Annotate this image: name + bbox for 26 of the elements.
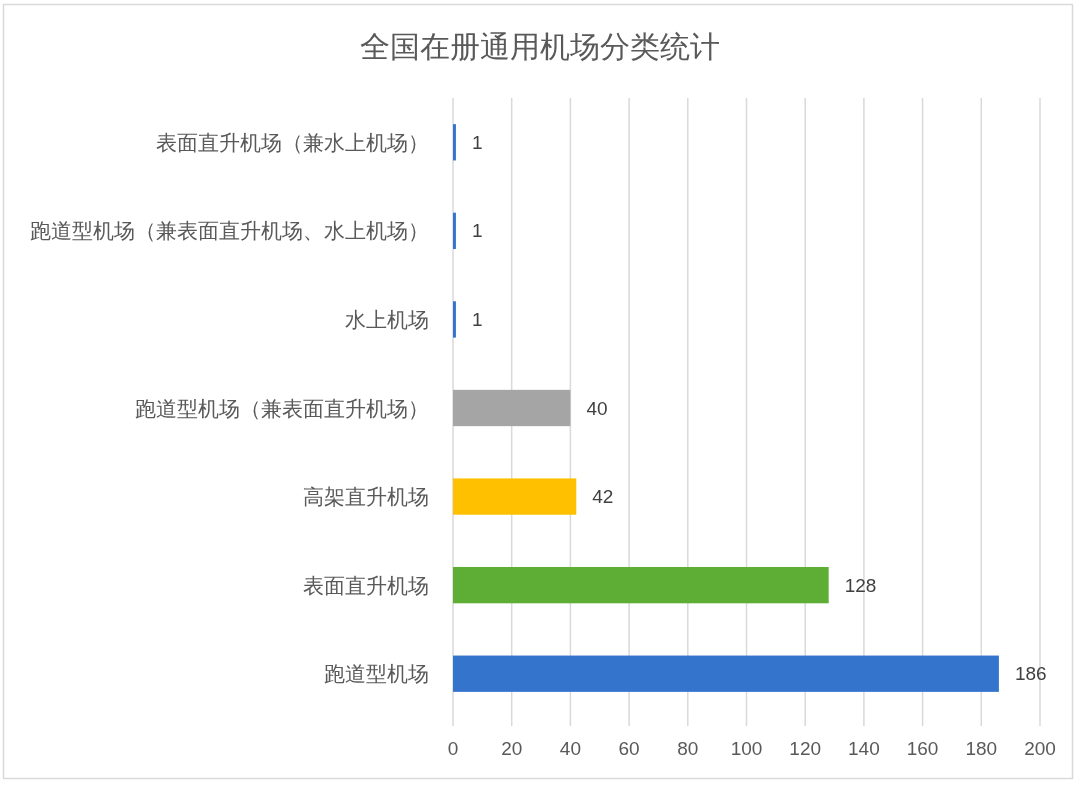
x-tick-label: 0 xyxy=(447,737,459,759)
data-label: 1 xyxy=(471,131,483,153)
data-label: 40 xyxy=(586,397,608,419)
y-category-label: 表面直升机场（兼水上机场） xyxy=(156,130,429,154)
data-label: 186 xyxy=(1014,663,1047,685)
y-category-label: 跑道型机场（兼表面直升机场） xyxy=(135,396,429,420)
x-tick-label: 140 xyxy=(848,737,880,759)
y-category-label: 高架直升机场 xyxy=(303,485,429,509)
x-tick-label: 20 xyxy=(501,737,523,759)
y-category-label: 水上机场 xyxy=(345,307,429,331)
data-label: 1 xyxy=(471,220,483,242)
data-label: 42 xyxy=(592,486,614,508)
x-tick-label: 180 xyxy=(965,737,998,759)
x-tick-label: 80 xyxy=(677,737,699,759)
x-tick-label: 160 xyxy=(906,737,939,759)
y-category-label: 跑道型机场（兼表面直升机场、水上机场） xyxy=(30,219,429,243)
x-tick-label: 120 xyxy=(789,737,822,759)
y-category-label: 表面直升机场 xyxy=(303,573,429,597)
title: 全国在册通用机场分类统计 xyxy=(360,29,720,63)
y-category-label: 跑道型机场 xyxy=(324,662,429,686)
x-tick-label: 60 xyxy=(618,737,640,759)
data-label: 128 xyxy=(844,574,877,596)
data-label: 1 xyxy=(471,308,483,330)
x-tick-label: 100 xyxy=(730,737,763,759)
x-tick-label: 40 xyxy=(559,737,581,759)
x-tick-label: 200 xyxy=(1024,737,1056,759)
